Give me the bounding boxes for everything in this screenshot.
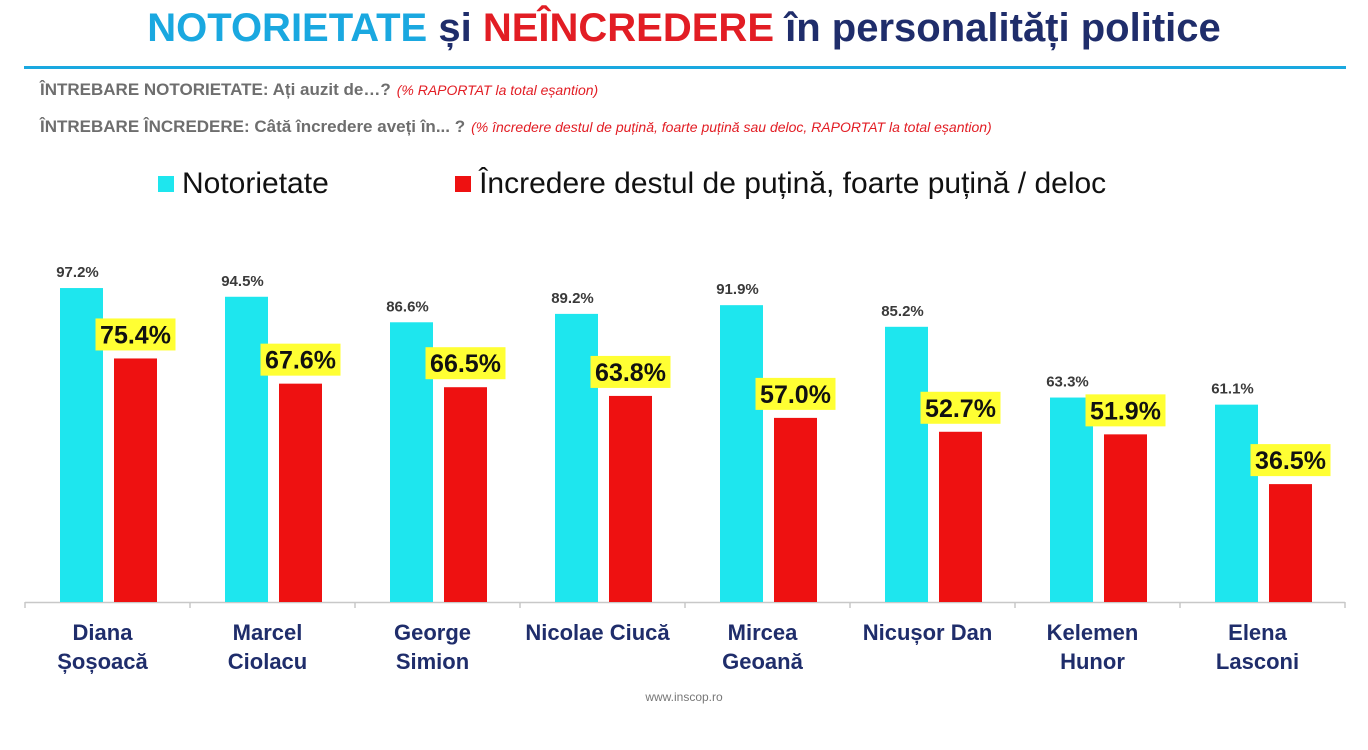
category-label: Nicolae Ciucă [525,620,670,645]
legend-swatch-neincredere [455,176,472,192]
title-notorietate: NOTORIETATE [147,6,428,50]
category-label: George [394,620,471,645]
question-incredere: ÎNTREBARE ÎNCREDERE: Câtă încredere aveț… [40,117,992,137]
data-label-notorietate: 94.5% [221,273,264,290]
chart-title: NOTORIETATE și NEÎNCREDERE în personalit… [0,6,1368,51]
data-label-highlight [260,343,341,376]
title-divider [24,66,1346,69]
data-label-highlight [920,391,1001,424]
category-label: Geoană [722,649,803,674]
bar-neincredere [114,358,157,602]
data-label-notorietate: 85.2% [881,303,924,320]
category-label: Diana [73,620,134,645]
bar-neincredere [1269,484,1312,602]
data-label-neincredere: 66.5% [430,350,501,378]
question-incredere-text: ÎNTREBARE ÎNCREDERE: Câtă încredere aveț… [40,117,466,136]
bar-neincredere [444,387,487,602]
bar-notorietate [1050,397,1093,602]
question-notorietate: ÎNTREBARE NOTORIETATE: Ați auzit de…? (% … [40,80,598,100]
bar-neincredere [1104,434,1147,602]
data-label-highlight [590,355,671,388]
legend-label-notorietate: Notorietate [182,167,329,200]
title-and: și [438,6,472,50]
legend-item-neincredere: Încredere destul de puțină, foarte puțin… [455,167,1106,201]
data-label-notorietate: 89.2% [551,290,594,307]
data-label-neincredere: 57.0% [760,381,831,409]
data-label-neincredere: 75.4% [100,321,171,349]
legend-label-neincredere: Încredere destul de puțină, foarte puțin… [479,167,1107,200]
bar-neincredere [279,383,322,602]
category-label: Elena [1228,620,1287,645]
data-label-highlight [425,347,506,380]
bar-notorietate [1215,404,1258,602]
bar-neincredere [939,431,982,602]
data-label-notorietate: 61.1% [1211,381,1254,398]
category-label: Kelemen [1047,620,1139,645]
chart-legend: Notorietate Încredere destul de puțină, … [158,166,1106,201]
title-neincredere: NEÎNCREDERE [482,6,774,50]
bar-neincredere [609,395,652,602]
data-label-neincredere: 67.6% [265,347,336,375]
bar-notorietate [720,305,763,602]
data-label-neincredere: 36.5% [1255,447,1326,475]
data-label-highlight [1085,394,1166,427]
legend-swatch-notorietate [158,176,174,192]
bar-notorietate [225,296,268,602]
category-label: Mircea [728,620,798,645]
data-label-neincredere: 52.7% [925,395,996,423]
category-label: Simion [396,649,469,674]
data-label-neincredere: 63.8% [595,359,666,387]
data-label-highlight [1250,444,1331,477]
category-label: Hunor [1060,649,1125,674]
category-label: Ciolacu [228,649,307,674]
question-incredere-note: (% încredere destul de puțină, foarte pu… [471,119,992,135]
question-notorietate-note: (% RAPORTAT la total eșantion) [396,82,599,98]
data-label-highlight [755,377,836,410]
category-label: Marcel [233,620,303,645]
category-label: Șoșoacă [57,649,148,674]
data-label-notorietate: 91.9% [716,281,759,298]
category-label: Lasconi [1216,649,1299,674]
data-label-notorietate: 97.2% [56,264,99,281]
source-url: www.inscop.ro [645,690,723,704]
bar-neincredere [774,417,817,602]
data-label-neincredere: 51.9% [1090,397,1161,425]
data-label-notorietate: 63.3% [1046,374,1089,391]
legend-item-notorietate: Notorietate [158,167,329,201]
data-label-highlight [95,318,176,351]
category-label: Nicușor Dan [863,620,993,645]
question-notorietate-text: ÎNTREBARE NOTORIETATE: Ați auzit de…? [40,80,391,99]
bar-notorietate [885,326,928,602]
title-rest: în personalități politice [785,6,1221,50]
data-label-notorietate: 86.6% [386,298,429,315]
